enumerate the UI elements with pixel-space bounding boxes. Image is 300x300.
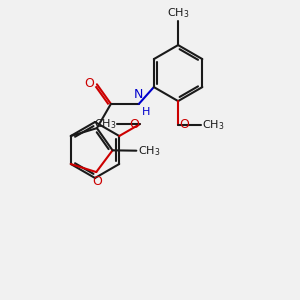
Text: O: O <box>179 118 189 131</box>
Text: CH$_3$: CH$_3$ <box>94 117 116 131</box>
Text: O: O <box>84 77 94 90</box>
Text: CH$_3$: CH$_3$ <box>167 7 189 20</box>
Text: CH$_3$: CH$_3$ <box>138 144 161 158</box>
Text: CH$_3$: CH$_3$ <box>202 118 224 132</box>
Text: N: N <box>134 88 144 101</box>
Text: H: H <box>142 107 150 117</box>
Text: O: O <box>92 175 102 188</box>
Text: O: O <box>129 118 139 130</box>
